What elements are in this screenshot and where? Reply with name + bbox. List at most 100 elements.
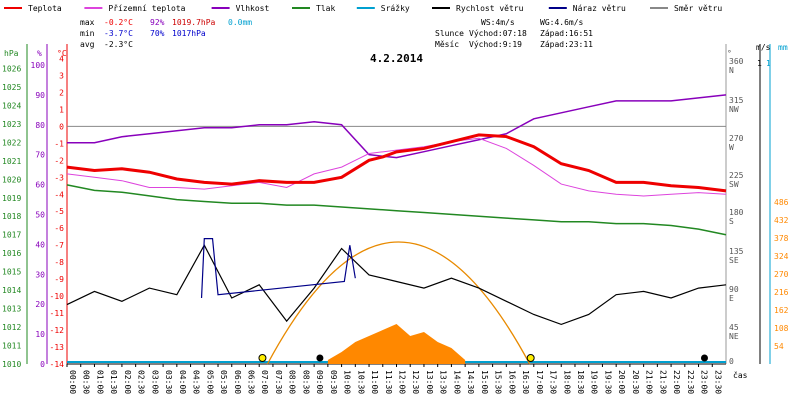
- stat-max-press: 1019.7hPa: [172, 18, 216, 27]
- direction-name: SE: [729, 256, 739, 265]
- sunset-icon: [526, 354, 535, 362]
- radiation-tick: 486: [774, 198, 789, 207]
- x-tick-label: 12:30: [411, 370, 420, 394]
- x-tick-label: 11:30: [384, 370, 393, 394]
- wind-ws: WS:4m/s: [481, 18, 515, 27]
- legend-label: Náraz větru: [573, 4, 626, 13]
- temp-tick: 2: [59, 88, 64, 97]
- temp-tick: -6: [54, 224, 64, 233]
- temp-tick: 4: [59, 54, 64, 63]
- radiation-tick: 378: [774, 234, 789, 243]
- direction-name: NE: [729, 332, 739, 341]
- x-tick-label: 12:00: [398, 370, 407, 394]
- direction-name: N: [729, 66, 734, 75]
- pressure-tick: 1011: [2, 342, 21, 351]
- stat-avg-temp: -2.3°C: [104, 40, 133, 49]
- temp-tick: -1: [54, 139, 64, 148]
- sun-set: Západ:16:51: [540, 29, 593, 38]
- x-tick-label: 02:30: [137, 370, 146, 394]
- x-tick-label: 16:00: [507, 370, 516, 394]
- x-tick-label: 20:00: [617, 370, 626, 394]
- humidity-tick: 20: [35, 300, 45, 309]
- wind-speed-series-line: [66, 243, 727, 326]
- plot-area: 1010101110121013101410151016101710181019…: [2, 44, 789, 394]
- sun-rise: Východ:07:18: [469, 29, 527, 38]
- humidity-tick: 90: [35, 91, 45, 100]
- temp-tick: -12: [50, 326, 65, 335]
- x-tick-label: 11:00: [370, 370, 379, 394]
- radiation-tick: 162: [774, 306, 789, 315]
- legend-label: Srážky: [381, 4, 410, 13]
- unit-mm: mm: [778, 43, 788, 52]
- radiation-area: [327, 324, 466, 364]
- x-tick-label: 07:30: [274, 370, 283, 394]
- pressure-tick: 1013: [2, 305, 21, 314]
- temp-tick: -3: [54, 173, 64, 182]
- x-tick-label: 23:00: [700, 370, 709, 394]
- humidity-tick: 80: [35, 121, 45, 130]
- legend-label: Vlhkost: [236, 4, 270, 13]
- moon-set: Západ:23:11: [540, 40, 593, 49]
- radiation-tick: 108: [774, 324, 789, 333]
- x-tick-label: 09:30: [329, 370, 338, 394]
- direction-tick: 0: [729, 357, 734, 366]
- stat-min-press: 1017hPa: [172, 29, 206, 38]
- temperature-series-line: [66, 133, 727, 193]
- direction-name: SW: [729, 180, 739, 189]
- humidity-tick: 100: [31, 61, 46, 70]
- stat-max-hum: 92%: [150, 18, 165, 27]
- x-tick-label: 19:00: [590, 370, 599, 394]
- radiation-tick: 432: [774, 216, 789, 225]
- temp-tick: -2: [54, 156, 64, 165]
- direction-tick: 225: [729, 171, 744, 180]
- humidity-tick: 30: [35, 270, 45, 279]
- moonset-icon: [700, 354, 708, 362]
- x-tick-label: 20:30: [631, 370, 640, 394]
- legend-label: Tlak: [316, 4, 335, 13]
- x-tick-label: 05:30: [219, 370, 228, 394]
- x-tick-label: 06:30: [246, 370, 255, 394]
- legend-label: Rychlost větru: [456, 4, 524, 13]
- pressure-tick: 1010: [2, 360, 21, 369]
- pressure-tick: 1020: [2, 175, 21, 184]
- radiation-tick: 324: [774, 252, 789, 261]
- x-tick-label: 03:30: [164, 370, 173, 394]
- rain-tick: 1: [766, 59, 771, 68]
- x-tick-label: 22:30: [686, 370, 695, 394]
- unit-pct: %: [37, 49, 42, 58]
- sun-label: Slunce: [435, 29, 464, 38]
- x-tick-label: 04:00: [178, 370, 187, 394]
- temp-tick: 1: [59, 105, 64, 114]
- x-tick-label: 07:00: [260, 370, 269, 394]
- temp-tick: 3: [59, 71, 64, 80]
- temp-tick: -7: [54, 241, 64, 250]
- x-tick-label: 19:30: [603, 370, 612, 394]
- direction-tick: 315: [729, 96, 744, 105]
- humidity-tick: 10: [35, 330, 45, 339]
- legend-label: Směr větru: [674, 4, 722, 13]
- ground-temp-series-line: [66, 137, 727, 197]
- unit-deg: °: [727, 49, 732, 58]
- x-tick-label: 21:00: [645, 370, 654, 394]
- stat-min-label: min: [80, 29, 95, 38]
- unit-degc: °C: [57, 49, 67, 58]
- pressure-tick: 1015: [2, 268, 21, 277]
- unit-time: čas: [733, 370, 748, 380]
- x-tick-label: 17:30: [549, 370, 558, 394]
- pressure-tick: 1016: [2, 249, 21, 258]
- chart-title: 4.2.2014: [370, 52, 423, 65]
- pressure-tick: 1019: [2, 194, 21, 203]
- x-tick-label: 15:30: [494, 370, 503, 394]
- x-tick-label: 09:00: [315, 370, 324, 394]
- direction-tick: 360: [729, 57, 744, 66]
- moonrise-icon: [316, 354, 324, 362]
- pressure-tick: 1025: [2, 83, 21, 92]
- sunrise-icon: [258, 354, 267, 362]
- x-tick-label: 01:30: [109, 370, 118, 394]
- humidity-tick: 40: [35, 240, 45, 249]
- x-tick-label: 18:30: [576, 370, 585, 394]
- x-tick-label: 13:30: [439, 370, 448, 394]
- legend-label: Přízemní teplota: [108, 4, 185, 13]
